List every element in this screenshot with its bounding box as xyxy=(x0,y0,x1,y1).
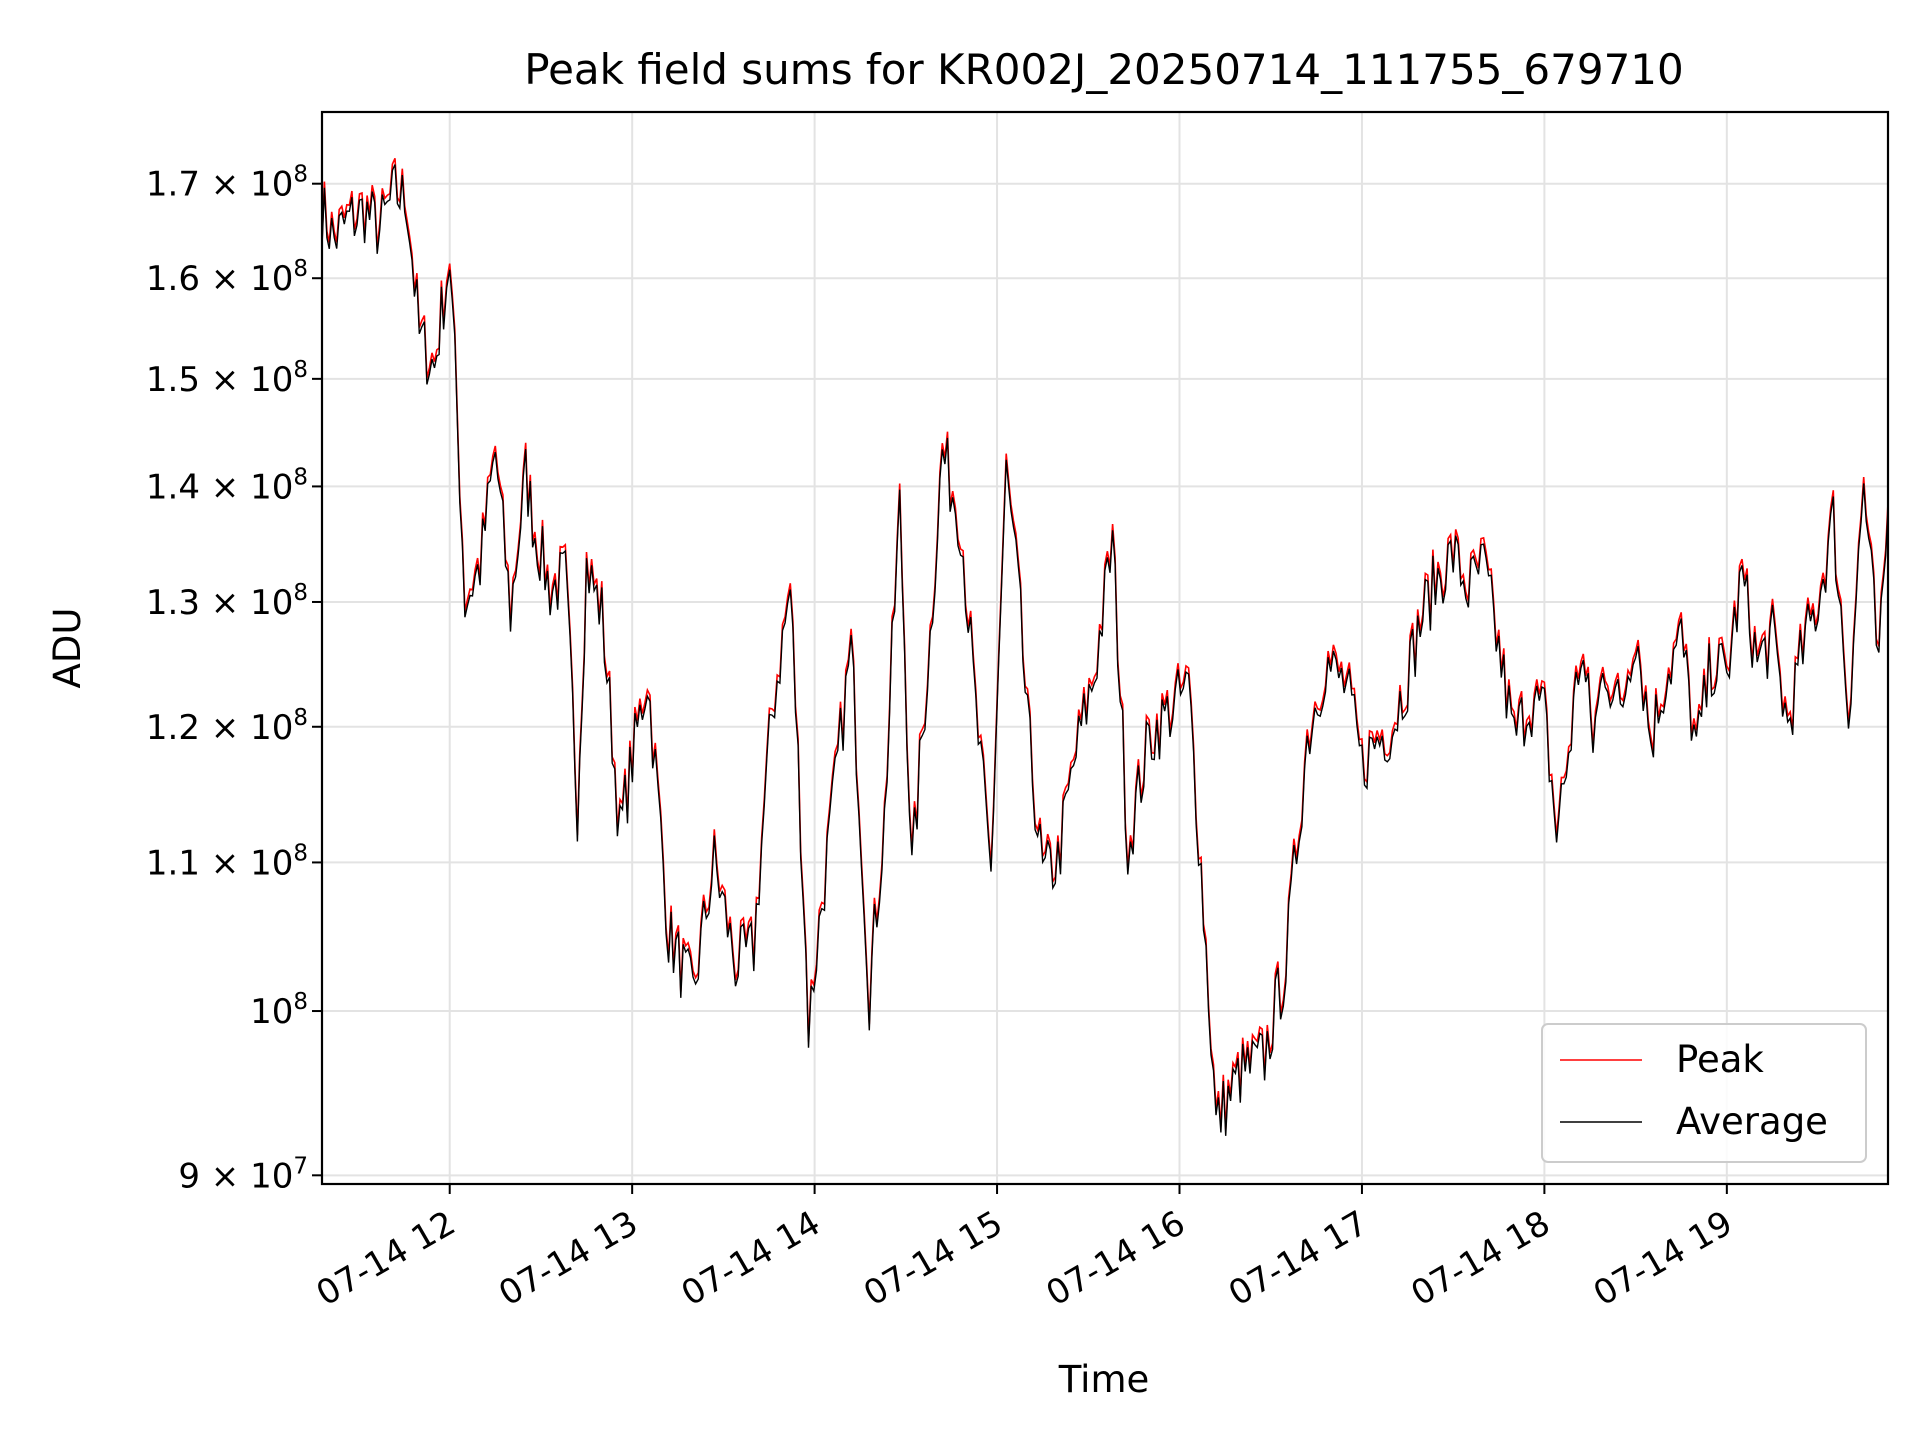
legend-average-label: Average xyxy=(1676,1100,1828,1143)
y-tick-label: 1.7 × 108 xyxy=(146,162,308,205)
y-tick-label: 1.4 × 108 xyxy=(146,464,308,507)
y-axis-ticks: 9 × 107 108 1.1 × 108 1.2 × 108 1.3 × 108 1.4… xyxy=(146,162,322,1196)
legend-peak-label: Peak xyxy=(1676,1038,1764,1081)
y-tick-label: 1.3 × 108 xyxy=(146,580,308,623)
y-tick-label: 1.5 × 108 xyxy=(146,357,308,400)
grid xyxy=(322,112,1888,1184)
series-lines xyxy=(321,157,1889,1136)
x-axis-label: Time xyxy=(1058,1358,1150,1401)
y-tick-label: 1.2 × 108 xyxy=(146,705,308,748)
y-tick-label: 1.1 × 108 xyxy=(146,840,308,883)
legend-box xyxy=(1541,1023,1867,1163)
legend: Peak Average xyxy=(1541,1023,1867,1163)
series-average-line xyxy=(321,164,1889,1136)
y-tick-label: 1.6 × 108 xyxy=(146,256,308,299)
y-tick-label: 108 xyxy=(250,989,308,1032)
y-axis-label: ADU xyxy=(46,608,89,689)
chart-title: Peak field sums for KR002J_20250714_1117… xyxy=(524,45,1684,94)
y-tick-label: 9 × 107 xyxy=(178,1153,308,1196)
plot-frame xyxy=(320,110,1890,1186)
